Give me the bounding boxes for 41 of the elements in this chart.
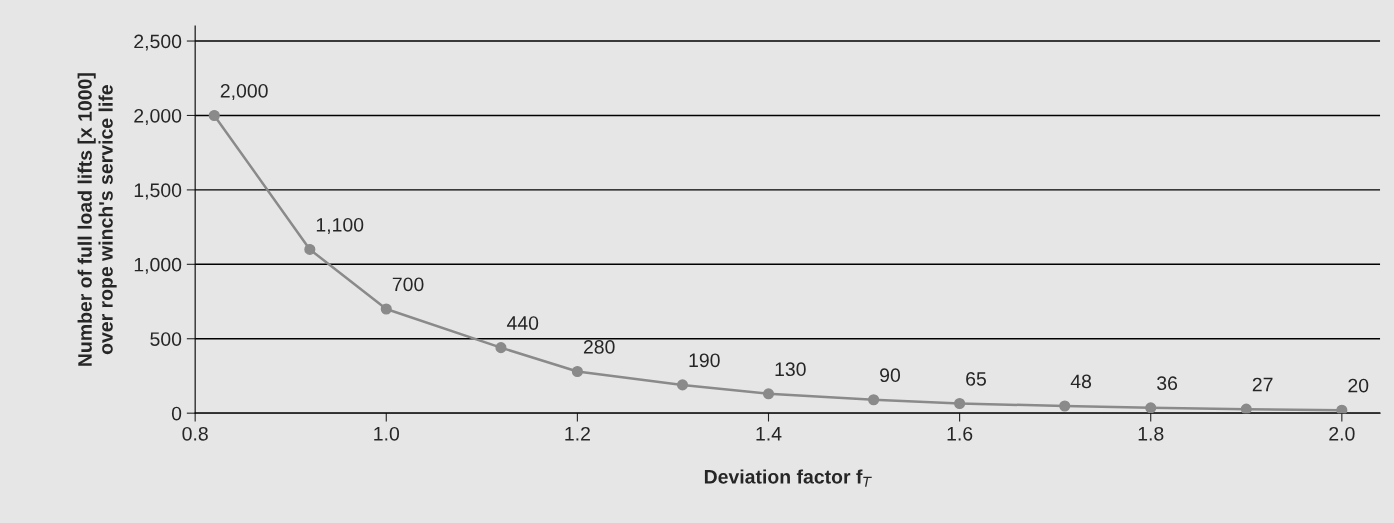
data-label: 90 [880,368,901,383]
y-tick-label: 2,500 [134,34,182,51]
point [571,365,583,378]
data-label: 27 [1252,377,1273,392]
x-axis-title: Deviation factor f$_{T}$ [704,469,872,487]
y-tick-label: 1,000 [134,257,182,274]
data-label: 48 [1070,374,1092,389]
data-label: 440 [506,316,539,330]
data-label: 130 [775,362,806,377]
x-tick-label: 0.8 [182,426,208,441]
y-axis-title: Number of full load lifts [x 1000] over rope winch's service life [77,73,117,366]
y-tick-label: 1,500 [134,183,182,200]
data-label: 20 [1348,378,1369,393]
point [1336,404,1348,414]
data-label: 190 [689,353,720,368]
data-label: 280 [583,339,615,354]
point [495,342,507,354]
data-label: 2,000 [220,83,268,101]
point [1059,400,1071,412]
x-tick-label: 1.4 [756,427,782,441]
point [676,379,689,391]
x-tick-label: 2.0 [1329,426,1355,441]
point [762,388,775,400]
x-tick-label: 1.8 [1138,426,1164,441]
point [208,109,220,122]
point [954,397,966,410]
data-label: 36 [1157,376,1178,391]
point [304,243,316,255]
y-tick-label: 500 [150,332,182,346]
data-label: 1,100 [316,217,364,234]
point [380,303,392,315]
point [1145,402,1157,414]
data-label: 700 [392,277,424,292]
data-label: 65 [966,371,986,386]
x-tick-label: 1.2 [565,426,590,441]
y-tick-label: 2,000 [134,108,182,125]
point [868,394,880,406]
y-tick-label: 0 [171,406,182,421]
x-tick-label: 1.6 [947,426,973,441]
x-tick-label: 1.0 [374,426,400,441]
point [1240,403,1252,414]
